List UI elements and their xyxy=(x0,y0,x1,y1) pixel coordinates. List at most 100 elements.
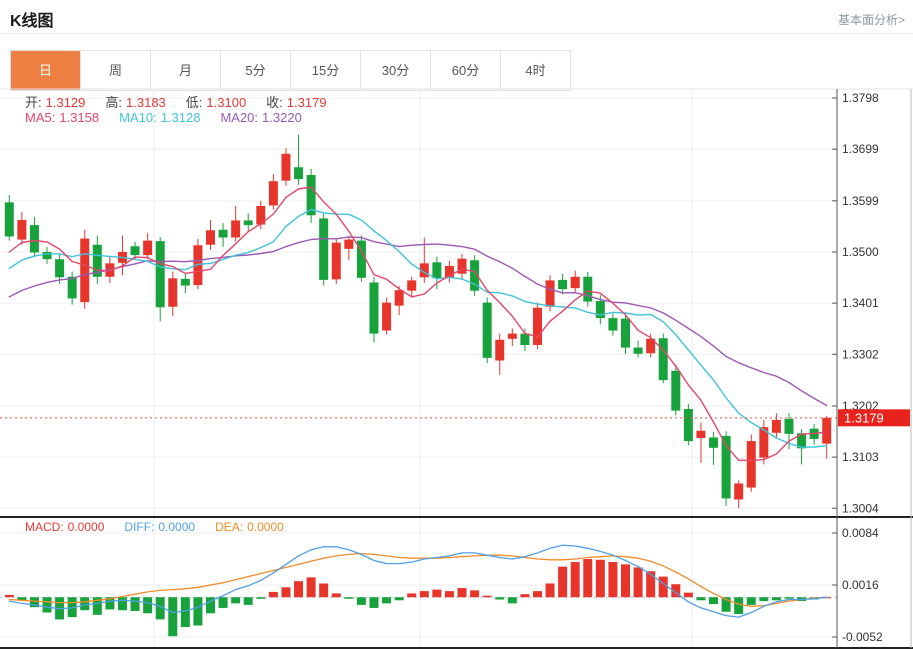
candle-body xyxy=(419,263,429,278)
macd-hist-bar xyxy=(444,591,454,598)
candle-body xyxy=(331,242,341,280)
price-axis-label: 1.3699 xyxy=(842,142,879,156)
candle-body xyxy=(394,290,404,306)
macd-hist-bar xyxy=(193,597,203,626)
macd-hist-bar xyxy=(369,597,379,608)
macd-hist-bar xyxy=(356,597,366,605)
candle-body xyxy=(520,333,530,345)
macd-hist-bar xyxy=(784,597,794,599)
macd-axis-label: 0.0084 xyxy=(842,526,879,540)
candle-body xyxy=(382,302,392,331)
ma20-line xyxy=(8,236,828,407)
candle-body xyxy=(206,230,215,245)
candle-body xyxy=(155,241,165,308)
tab-period-5[interactable]: 30分 xyxy=(361,51,431,90)
macd-hist-bar xyxy=(407,593,417,598)
fundamental-analysis-link[interactable]: 基本面分析> xyxy=(837,13,905,27)
ma5-line xyxy=(8,186,828,461)
macd-axis-label: 0.0016 xyxy=(842,578,879,592)
candle-body xyxy=(306,174,316,216)
price-axis-label: 1.3500 xyxy=(842,245,879,259)
macd-hist-bar xyxy=(92,597,102,615)
macd-hist-bar xyxy=(117,597,127,611)
macd-hist-bar xyxy=(382,597,392,604)
macd-hist-bar xyxy=(470,590,480,598)
candle-body xyxy=(231,220,241,238)
macd-hist-bar xyxy=(558,566,568,598)
macd-hist-bar xyxy=(331,593,341,598)
candle-body xyxy=(746,441,756,488)
tab-period-4[interactable]: 15分 xyxy=(291,51,361,90)
candle-body xyxy=(281,153,291,181)
tab-period-2[interactable]: 月 xyxy=(151,51,221,90)
macd-hist-bar xyxy=(168,597,178,637)
ma10-line xyxy=(8,208,828,448)
macd-hist-bar xyxy=(633,567,643,598)
candle-body xyxy=(444,265,454,278)
macd-hist-bar xyxy=(155,597,165,620)
candle-body xyxy=(759,427,769,458)
candle-body xyxy=(482,302,492,358)
candle-body xyxy=(470,260,480,291)
macd-hist-bar xyxy=(545,583,555,598)
macd-axis-label: -0.0052 xyxy=(842,630,883,644)
candle-body xyxy=(532,307,542,345)
candle-body xyxy=(319,218,329,280)
macd-hist-bar xyxy=(771,597,781,601)
tab-period-6[interactable]: 60分 xyxy=(431,51,501,90)
tab-period-3[interactable]: 5分 xyxy=(221,51,291,90)
candle-body xyxy=(608,318,618,331)
macd-hist-bar xyxy=(482,595,492,598)
macd-hist-bar xyxy=(306,577,316,598)
macd-hist-bar xyxy=(4,594,14,598)
macd-hist-bar xyxy=(243,597,253,605)
tab-period-0[interactable]: 日 xyxy=(11,51,81,90)
macd-hist-bar xyxy=(42,597,52,613)
macd-hist-bar xyxy=(457,588,467,598)
candle-body xyxy=(80,238,90,303)
header-divider xyxy=(0,33,913,34)
price-axis-label: 1.3302 xyxy=(842,347,879,361)
candle-body xyxy=(180,278,190,286)
candle-body xyxy=(570,276,580,289)
macd-hist-bar xyxy=(759,597,769,602)
price-axis-label: 1.3103 xyxy=(842,450,879,464)
tab-period-7[interactable]: 4时 xyxy=(501,51,570,90)
macd-hist-bar xyxy=(595,559,605,598)
macd-hist-bar xyxy=(608,562,618,598)
candle-body xyxy=(621,318,630,348)
candle-body xyxy=(583,276,593,302)
tab-period-1[interactable]: 周 xyxy=(81,51,151,90)
macd-hist-bar xyxy=(80,597,90,611)
macd-hist-bar xyxy=(17,597,27,601)
macd-hist-bar xyxy=(231,597,241,604)
macd-hist-bar xyxy=(319,583,329,598)
candle-body xyxy=(646,338,656,354)
candle-body xyxy=(42,251,52,260)
macd-hist-bar xyxy=(532,591,542,598)
candle-body xyxy=(495,339,505,361)
macd-hist-bar xyxy=(432,589,442,598)
macd-hist-bar xyxy=(683,592,693,598)
candle-body xyxy=(29,225,39,253)
candle-body xyxy=(92,244,102,277)
current-price-badge xyxy=(838,409,910,427)
candle-body xyxy=(545,280,555,307)
candle-body xyxy=(356,240,366,278)
macd-hist-bar xyxy=(734,597,744,615)
macd-hist-bar xyxy=(294,581,304,598)
candle-body xyxy=(130,246,140,256)
candle-body xyxy=(771,419,781,433)
current-price-badge-text: 1.3179 xyxy=(844,410,884,425)
candle-body xyxy=(168,278,178,307)
diff-line xyxy=(8,544,828,618)
candle-body xyxy=(595,301,605,319)
kline-chart-canvas[interactable]: 1.37981.36991.35991.35001.34011.33021.32… xyxy=(0,88,913,650)
candle-body xyxy=(4,202,14,237)
macd-hist-bar xyxy=(746,597,756,605)
candle-body xyxy=(143,240,153,256)
macd-hist-bar xyxy=(180,597,190,628)
candle-body xyxy=(734,483,744,500)
candle-body xyxy=(407,280,417,291)
